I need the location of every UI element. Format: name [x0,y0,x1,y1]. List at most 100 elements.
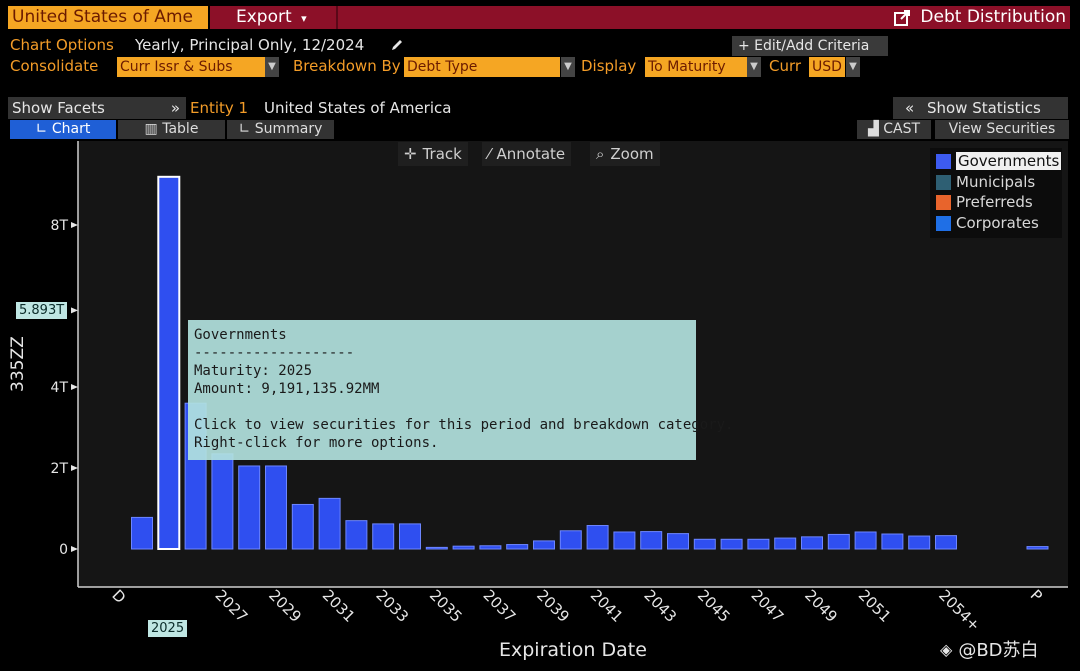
tooltip-maturity: Maturity: 2025 [194,363,313,379]
annotate-icon: ⁄ [488,145,491,163]
bar-P [1026,546,1049,550]
tooltip-title: Governments [194,327,287,343]
tooltip-spacer [194,398,690,416]
view-securities-button[interactable]: View Securities [935,120,1069,139]
curr-label: Curr [769,57,802,75]
bar-2043 [640,531,663,550]
tab-chart-label: Chart [51,121,91,137]
entity-field[interactable]: United States of Ame [8,6,208,29]
tab-table[interactable]: ▥ Table [118,120,225,139]
show-facets-button[interactable]: Show Facets » [8,97,186,119]
bar-2038 [506,544,529,550]
external-link-icon [894,9,911,26]
chevron-down-icon: ▾ [301,12,307,25]
bar-2027 [211,453,234,550]
title-bar [210,6,1070,29]
consolidate-dropdown[interactable]: Curr Issr & Subs [117,57,265,77]
bar-2053 [908,535,931,550]
legend-swatch [936,174,951,190]
bar-2028 [238,465,261,550]
export-label: Export [236,7,292,27]
x-tick-label: P [1027,586,1046,605]
crosshair-y-value: 5.893T [16,302,68,319]
legend-label: Preferreds [956,193,1033,211]
x-tick-label: 2037 [480,586,520,626]
export-button[interactable]: Export ▾ [228,6,315,29]
display-label: Display [581,57,637,75]
debt-distribution-title[interactable]: Debt Distribution [894,6,1066,29]
double-chevron-right-icon: » [170,99,180,117]
cast-button[interactable]: ▟ CAST [857,120,931,139]
zoom-button[interactable]: ⌕ Zoom [590,142,660,166]
bar-2048 [774,537,797,550]
legend-label: Municipals [956,173,1036,191]
pencil-icon[interactable] [390,38,404,52]
display-dropdown[interactable]: To Maturity [645,57,747,77]
chart-options-label: Chart Options [10,36,114,54]
bar-2034 [399,523,421,550]
y-tick-label: 8T [51,218,69,234]
x-tick-label: 2047 [748,586,788,626]
x-tick-label: 2029 [265,586,305,626]
bar-2024 [131,516,153,550]
bar-2042 [613,531,636,550]
tooltip-divider: ------------------- [194,345,355,361]
tab-chart[interactable]: ∟ Chart [10,120,116,139]
y-tick-label: 2T [51,461,69,477]
breakdown-dropdown[interactable]: Debt Type [404,57,560,77]
chevron-down-icon[interactable]: ▼ [747,57,761,77]
zoom-label: Zoom [610,145,654,163]
x-tick-label: 2054+ [935,586,984,635]
watermark-text: @BD苏白 [958,640,1039,661]
breakdown-label: Breakdown By [293,57,401,75]
legend-item-governments[interactable]: Governments [936,152,1062,170]
table-icon: ▥ [144,121,158,137]
chevron-down-icon[interactable]: ▼ [265,57,279,77]
bar-2030 [291,503,314,550]
x-axis-label: Expiration Date [499,639,647,661]
cast-label: CAST [883,121,921,137]
legend-item-corporates[interactable]: Corporates [936,214,1039,232]
y-tick-mark [71,465,78,471]
x-tick-label: D [108,586,129,607]
bar-2035 [425,546,448,550]
bar-2051 [854,531,877,550]
page-title: Debt Distribution [920,7,1066,27]
x-tick-label: 2033 [372,586,412,626]
chart-icon: ∟ [35,121,48,137]
y-axis-label: 335ZZ [8,336,28,392]
legend-swatch [936,215,951,231]
legend-item-preferreds[interactable]: Preferreds [936,193,1033,211]
annotate-label: Annotate [496,145,566,163]
show-statistics-label: Show Statistics [926,99,1041,117]
tab-summary[interactable]: ∟ Summary [227,120,334,139]
show-statistics-button[interactable]: « Show Statistics [893,97,1068,119]
bar-2041 [586,525,609,550]
track-button[interactable]: ✛ Track [398,142,468,166]
legend-swatch [936,194,951,210]
show-facets-label: Show Facets [12,99,105,117]
crosshair-x-value: 2025 [148,620,188,637]
legend-item-municipals[interactable]: Municipals [936,173,1035,191]
tooltip-line-2: Right-click for more options. [194,435,439,451]
edit-criteria-button[interactable]: + Edit/Add Criteria [732,36,888,56]
magnifier-icon: ⌕ [596,145,605,163]
bar-2032 [345,520,368,550]
title-bar-divider [336,6,338,29]
chart-options-value[interactable]: Yearly, Principal Only, 12/2024 [135,36,365,54]
chevron-down-icon[interactable]: ▼ [561,57,575,77]
tab-table-label: Table [162,121,199,137]
cast-icon: ▟ [867,121,879,137]
bar-2040 [559,530,582,550]
entity-value: United States of America [264,99,452,117]
bar-2052 [881,533,904,550]
bar-2047 [747,538,770,550]
annotate-button[interactable]: ⁄ Annotate [482,142,572,166]
y-tick-label: 0 [59,542,68,558]
chevron-down-icon[interactable]: ▼ [846,57,860,77]
double-chevron-left-icon: « [905,99,915,117]
currency-dropdown[interactable]: USD [809,57,845,77]
y-tick-mark [71,546,78,552]
tab-summary-label: Summary [254,121,323,137]
bar-2039 [533,540,555,550]
